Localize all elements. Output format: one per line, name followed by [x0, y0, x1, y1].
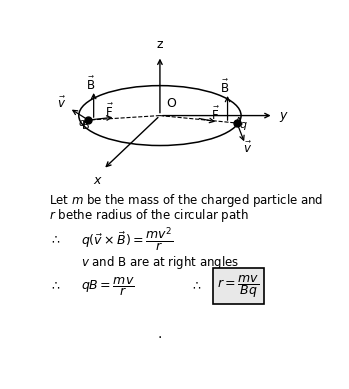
Text: $\vec{\mathrm{B}}$: $\vec{\mathrm{B}}$: [220, 79, 230, 96]
Text: z: z: [157, 38, 163, 51]
Text: $r = \dfrac{mv}{Bq}$: $r = \dfrac{mv}{Bq}$: [217, 273, 259, 300]
Text: B: B: [82, 121, 89, 131]
Text: $\vec{\mathrm{F}}$: $\vec{\mathrm{F}}$: [211, 105, 220, 123]
Text: $\vec{v}$: $\vec{v}$: [243, 141, 252, 156]
Text: y: y: [279, 109, 286, 122]
Text: O: O: [167, 96, 177, 110]
Text: $\therefore$: $\therefore$: [49, 233, 61, 246]
Text: $qB = \dfrac{mv}{r}$: $qB = \dfrac{mv}{r}$: [81, 275, 135, 298]
Text: $r$ bethe radius of the circular path: $r$ bethe radius of the circular path: [49, 207, 249, 224]
Text: $v$ and B are at right angles: $v$ and B are at right angles: [81, 254, 240, 271]
Text: $\vec{\mathrm{B}}$: $\vec{\mathrm{B}}$: [86, 75, 96, 93]
Text: q: q: [79, 118, 86, 128]
Text: A: A: [235, 117, 243, 127]
Text: $q(\vec{v}\times\vec{B})=\dfrac{mv^2}{r}$: $q(\vec{v}\times\vec{B})=\dfrac{mv^2}{r}…: [81, 226, 174, 254]
Text: $\vec{\mathrm{F}}$: $\vec{\mathrm{F}}$: [105, 103, 114, 119]
Text: $\vec{v}$: $\vec{v}$: [57, 96, 66, 111]
Text: $\therefore$: $\therefore$: [190, 280, 201, 293]
Text: Let $m$ be the mass of the charged particle and: Let $m$ be the mass of the charged parti…: [49, 193, 324, 209]
Text: x: x: [93, 174, 101, 187]
Text: $\therefore$: $\therefore$: [49, 280, 61, 293]
Text: q: q: [240, 120, 247, 130]
Text: .: .: [158, 327, 162, 341]
